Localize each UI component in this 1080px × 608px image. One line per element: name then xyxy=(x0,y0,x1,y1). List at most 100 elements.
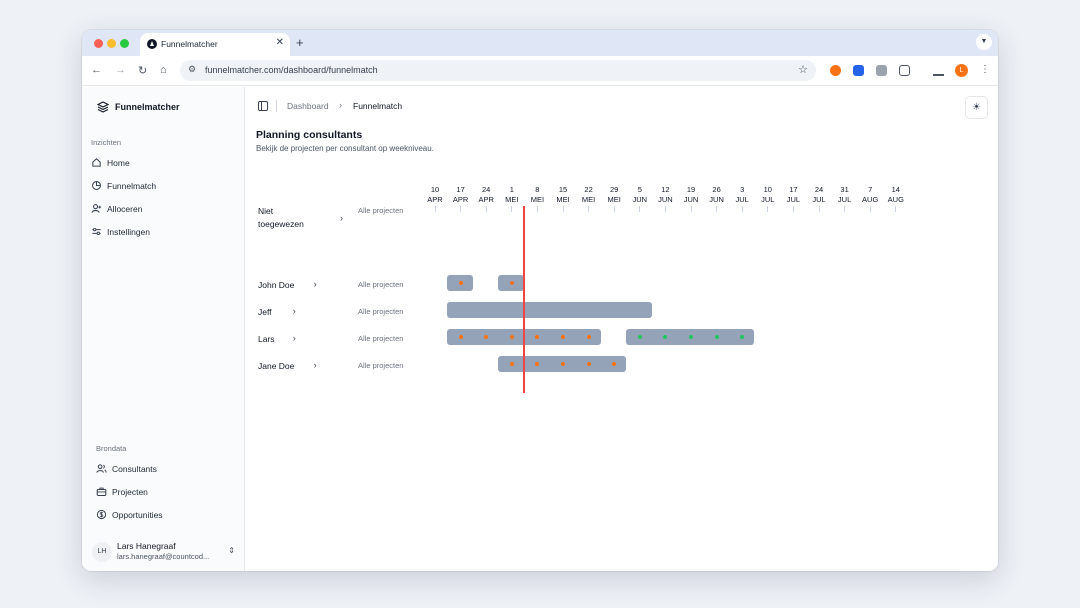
browser-menu-icon[interactable]: ⋮ xyxy=(980,64,990,75)
tab-search-icon[interactable]: ▼ xyxy=(976,34,992,50)
extensions-puzzle-icon[interactable] xyxy=(899,65,910,76)
home-browser-icon[interactable]: ⌂ xyxy=(160,64,167,76)
sidebar-item-instellingen[interactable]: Instellingen xyxy=(91,226,150,237)
week-label: 24 JUL xyxy=(806,185,832,212)
consultant-name[interactable]: Jeff xyxy=(258,307,272,317)
project-bar[interactable] xyxy=(497,356,627,372)
profile-avatar[interactable]: L xyxy=(955,64,968,77)
forward-icon[interactable]: → xyxy=(115,64,126,76)
breadcrumb-current: Funnelmatch xyxy=(353,101,403,111)
chevrons-up-down-icon[interactable]: ⇕ xyxy=(228,546,235,555)
week-day: 29 xyxy=(610,185,619,194)
project-bar[interactable] xyxy=(446,275,473,291)
close-tab-icon[interactable]: ✕ xyxy=(275,37,284,48)
user-menu[interactable]: LH Lars Hanegraaf lars.hanegraaf@countco… xyxy=(92,540,235,566)
sidebar-item-alloceren[interactable]: Alloceren xyxy=(91,203,142,214)
week-label: 12 JUN xyxy=(652,185,678,212)
week-day: 10 xyxy=(430,185,440,194)
week-tick xyxy=(639,206,641,212)
bookmark-star-icon[interactable]: ☆ xyxy=(798,64,808,76)
sidebar-item-consultants[interactable]: Consultants xyxy=(96,463,157,474)
project-bar[interactable] xyxy=(625,329,755,345)
url-text[interactable]: funnelmatcher.com/dashboard/funnelmatch xyxy=(205,65,378,75)
theme-toggle-sun-icon[interactable]: ☀ xyxy=(965,96,988,119)
week-label: 15 MEI xyxy=(550,185,576,212)
close-window-button[interactable] xyxy=(94,39,103,48)
week-label: 29 MEI xyxy=(601,185,627,212)
tab-title: Funnelmatcher xyxy=(161,39,218,49)
consultant-name[interactable]: Niet toegewezen xyxy=(258,206,304,229)
week-label: 17 JUL xyxy=(780,185,806,212)
browser-tab[interactable]: Funnelmatcher ✕ xyxy=(140,33,290,56)
week-month: JUL xyxy=(837,195,852,204)
status-dot-orange xyxy=(509,335,514,339)
week-tick xyxy=(588,206,590,212)
week-month: APR xyxy=(427,195,443,204)
divider xyxy=(276,100,277,112)
week-label: 5 JUN xyxy=(627,185,653,212)
address-bar[interactable]: ⚙ funnelmatcher.com/dashboard/funnelmatc… xyxy=(180,60,816,81)
sidebar-item-projecten[interactable]: Projecten xyxy=(96,486,148,497)
consultant-name[interactable]: Lars xyxy=(258,334,275,344)
week-day: 31 xyxy=(840,185,849,194)
back-icon[interactable]: ← xyxy=(91,64,102,76)
week-day: 5 xyxy=(637,185,642,194)
week-tick xyxy=(434,206,436,212)
week-label: 22 MEI xyxy=(576,185,602,212)
sidebar-item-funnelmatch[interactable]: Funnelmatch xyxy=(91,180,156,191)
main-content: Dashboard › Funnelmatch ☀ Planning consu… xyxy=(246,87,998,571)
alle-projecten-link[interactable]: Alle projecten xyxy=(358,334,404,343)
week-month: MEI xyxy=(607,195,621,204)
consultant-name[interactable]: Jane Doe xyxy=(258,361,295,371)
chevron-right-icon[interactable]: › xyxy=(340,213,343,223)
extension-bookmark-icon[interactable] xyxy=(853,65,864,76)
alle-projecten-link[interactable]: Alle projecten xyxy=(358,280,404,289)
chevron-right-icon[interactable]: › xyxy=(292,306,296,316)
project-bar[interactable] xyxy=(446,302,652,318)
maximize-window-button[interactable] xyxy=(120,39,129,48)
status-dot-orange xyxy=(560,335,565,339)
consultant-name[interactable]: John Doe xyxy=(258,280,295,290)
sidebar-item-label: Alloceren xyxy=(107,203,143,214)
breadcrumb-dashboard[interactable]: Dashboard xyxy=(287,101,329,111)
week-day: 10 xyxy=(763,185,772,194)
tab-strip: Funnelmatcher ✕ + ▼ xyxy=(82,30,998,56)
week-day: 14 xyxy=(891,185,900,194)
sidebar-item-label: Funnelmatch xyxy=(107,180,157,191)
week-label: 10 JUL xyxy=(755,185,781,212)
alle-projecten-link[interactable]: Alle projecten xyxy=(358,307,404,316)
project-bar[interactable] xyxy=(497,275,524,291)
alle-projecten-link[interactable]: Alle projecten xyxy=(358,206,404,215)
downloads-icon[interactable] xyxy=(933,65,944,76)
browser-toolbar: ← → ↻ ⌂ ⚙ funnelmatcher.com/dashboard/fu… xyxy=(82,56,998,86)
user-email: lars.hanegraaf@countcod... xyxy=(117,552,210,561)
chevron-right-icon[interactable]: › xyxy=(313,360,317,370)
alle-projecten-link[interactable]: Alle projecten xyxy=(358,361,404,370)
extension-camera-icon[interactable] xyxy=(876,65,887,76)
sidebar-item-home[interactable]: Home xyxy=(91,157,130,168)
week-tick xyxy=(895,206,897,212)
chevron-right-icon[interactable]: › xyxy=(292,333,296,343)
status-dot-green xyxy=(637,335,642,339)
new-tab-button[interactable]: + xyxy=(296,35,304,50)
chevron-right-icon[interactable]: › xyxy=(313,279,317,289)
brand[interactable]: Funnelmatcher xyxy=(97,101,180,113)
week-day: 7 xyxy=(868,185,873,194)
reload-icon[interactable]: ↻ xyxy=(138,65,148,77)
user-name: Lars Hanegraaf xyxy=(117,541,176,551)
sidebar-item-opportunities[interactable]: Opportunities xyxy=(96,509,163,520)
week-day: 24 xyxy=(814,185,824,194)
week-month: MEI xyxy=(581,195,596,204)
week-month: MEI xyxy=(530,195,545,204)
sidebar: Funnelmatcher Inzichten Home Funnelmatch… xyxy=(82,87,245,571)
minimize-window-button[interactable] xyxy=(107,39,116,48)
group-label-brondata: Brondata xyxy=(96,444,127,453)
week-label: 31 JUL xyxy=(832,185,858,212)
sidebar-item-label: Projecten xyxy=(112,486,148,497)
status-dot-orange xyxy=(458,335,463,339)
toggle-sidebar-icon[interactable] xyxy=(258,101,268,111)
status-dot-green xyxy=(740,335,745,339)
extension-brave-icon[interactable] xyxy=(830,65,841,76)
week-day: 22 xyxy=(584,185,593,194)
site-settings-icon[interactable]: ⚙ xyxy=(188,64,197,74)
